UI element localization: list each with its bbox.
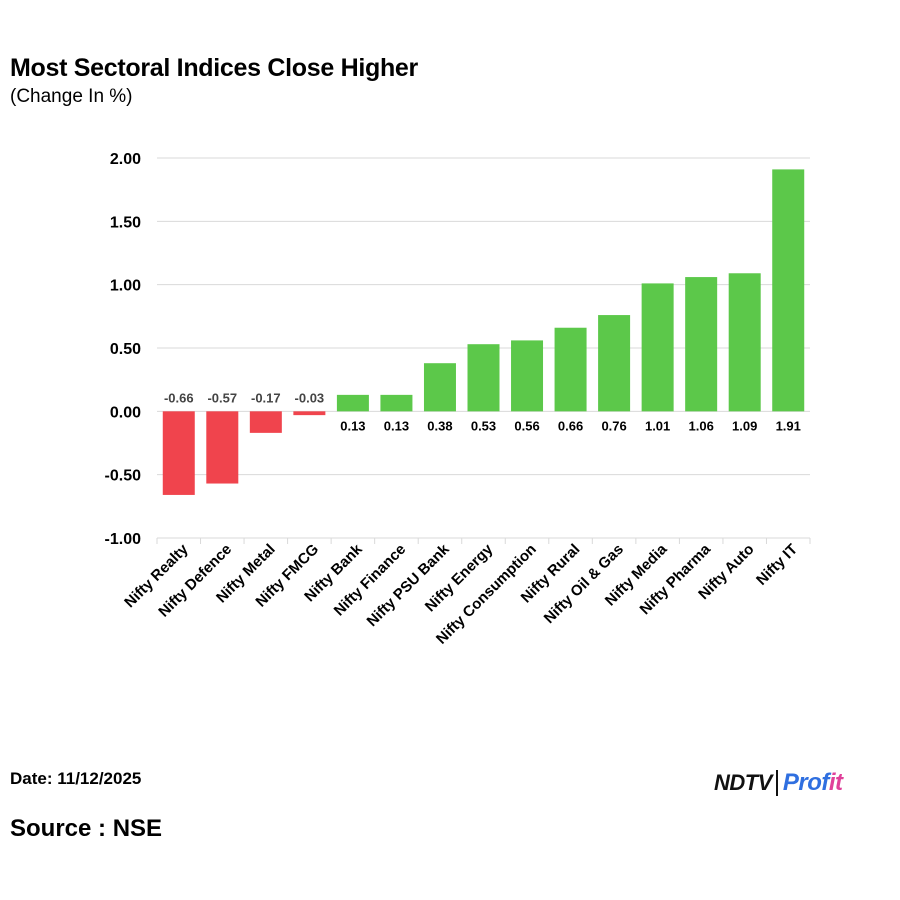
x-tick-label: Nifty IT [753,541,801,589]
y-tick-label: 0.00 [110,404,141,421]
data-label: -0.66 [164,390,194,405]
y-tick-label: 2.00 [110,151,141,168]
data-label: 0.13 [340,418,365,433]
data-label: 1.09 [732,418,757,433]
bar [380,394,413,412]
bar [728,273,761,412]
data-label: 1.01 [645,418,670,433]
logo-product: Profit [783,769,843,797]
logo-separator [775,770,778,796]
bar [511,340,544,412]
data-label: 1.91 [776,418,801,433]
ndtv-profit-logo: NDTV Profit [714,766,843,800]
date-label: Date: 11/12/2025 [10,769,142,788]
bars [162,169,805,495]
bar [162,411,195,495]
bar [206,411,239,484]
bar [641,283,674,412]
y-tick-label: 1.50 [110,214,141,231]
y-tick-label: 0.50 [110,341,141,358]
bar [772,169,805,412]
chart-subtitle: (Change In %) [10,86,133,107]
bar [249,411,282,433]
data-label: 0.56 [514,418,539,433]
data-label: -0.03 [295,390,325,405]
data-label: 0.53 [471,418,496,433]
y-tick-label: -0.50 [105,468,142,485]
bar [685,277,718,412]
data-label: 0.13 [384,418,409,433]
bar [423,363,456,412]
bar [598,315,631,412]
source-label: Source : NSE [10,815,163,842]
data-label: 0.76 [601,418,626,433]
logo-brand: NDTV [714,770,772,795]
bar [554,327,587,412]
bar [336,394,369,412]
data-label: -0.17 [251,390,281,405]
data-label: 0.38 [427,418,452,433]
data-label: 1.06 [689,418,714,433]
logo-product-main: Prof [782,769,830,796]
y-tick-label: 1.00 [110,278,141,295]
bar [293,411,326,416]
chart-title: Most Sectoral Indices Close Higher [10,54,418,82]
y-axis-ticks: 2.00 1.50 1.00 0.50 0.00 -0.50 -1.00 [105,151,142,548]
data-label: -0.57 [207,390,237,405]
bar [467,344,500,412]
logo-product-accent: it [828,769,843,796]
data-label: 0.66 [558,418,583,433]
y-tick-label: -1.00 [105,531,142,548]
data-labels: -0.66 -0.57 -0.17 -0.03 0.13 0.13 0.38 0.53 0.56… [164,390,801,433]
